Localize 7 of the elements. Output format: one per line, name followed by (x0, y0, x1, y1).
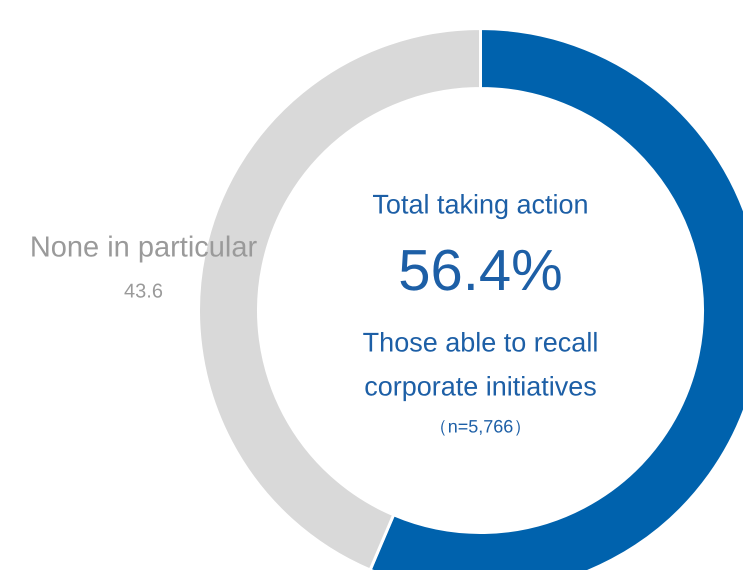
text: Those able to recall (362, 328, 598, 358)
data-label: 56.4% (398, 238, 563, 303)
text: corporate initiatives (364, 372, 597, 402)
data-label: 43.6 (124, 280, 163, 302)
text: （n=5,766） (430, 416, 532, 436)
text: Total taking action (372, 190, 589, 220)
slice-label: None in particular (30, 232, 258, 264)
